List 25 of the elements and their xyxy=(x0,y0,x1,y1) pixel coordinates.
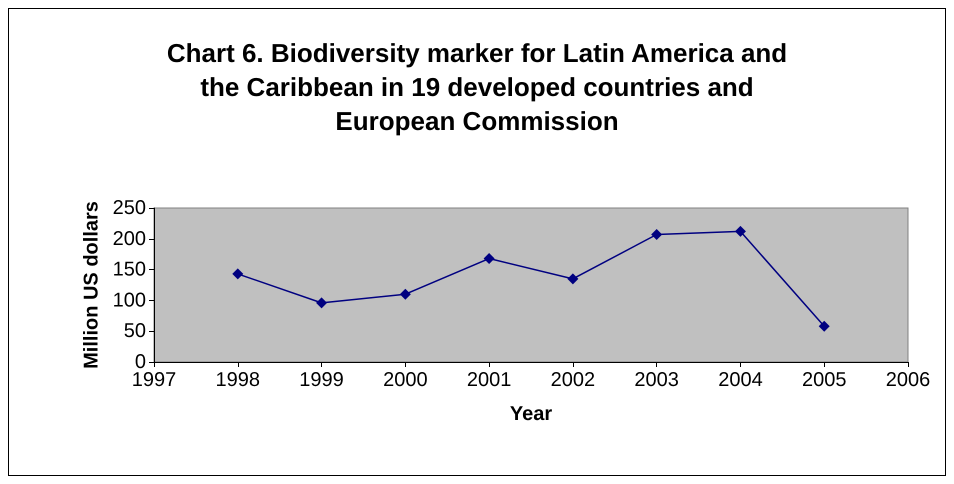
chart-title: Chart 6. Biodiversity marker for Latin America and the Caribbean in 19 developed countries and European Commission xyxy=(166,38,788,136)
x-tick-label: 2000 xyxy=(383,369,428,391)
x-tick-label: 1999 xyxy=(299,369,344,391)
point xyxy=(232,268,244,280)
x-tick-label: 2005 xyxy=(802,369,846,391)
x-tick-label: 2002 xyxy=(550,369,596,391)
x-tick-label: 2006 xyxy=(886,369,930,391)
x-tick-label: 2001 xyxy=(466,369,512,391)
x-tick-label: 2003 xyxy=(634,369,679,391)
y-tick-label: 200 xyxy=(112,228,146,250)
point xyxy=(818,320,830,332)
y-axis-title: Million US dollars xyxy=(80,201,103,369)
point xyxy=(484,253,495,264)
x-axis-title: Year xyxy=(510,403,552,425)
y-tick-label: 250 xyxy=(112,197,146,219)
point xyxy=(651,228,662,240)
y-tick-label: 150 xyxy=(112,258,146,281)
point xyxy=(400,288,411,300)
y-tick-label: 100 xyxy=(112,289,146,312)
point xyxy=(316,297,328,308)
point xyxy=(567,273,578,284)
x-tick-label: 1998 xyxy=(216,369,260,391)
x-tick-label: 2004 xyxy=(718,369,763,391)
y-tick-label: 50 xyxy=(124,320,146,342)
point xyxy=(734,226,746,237)
